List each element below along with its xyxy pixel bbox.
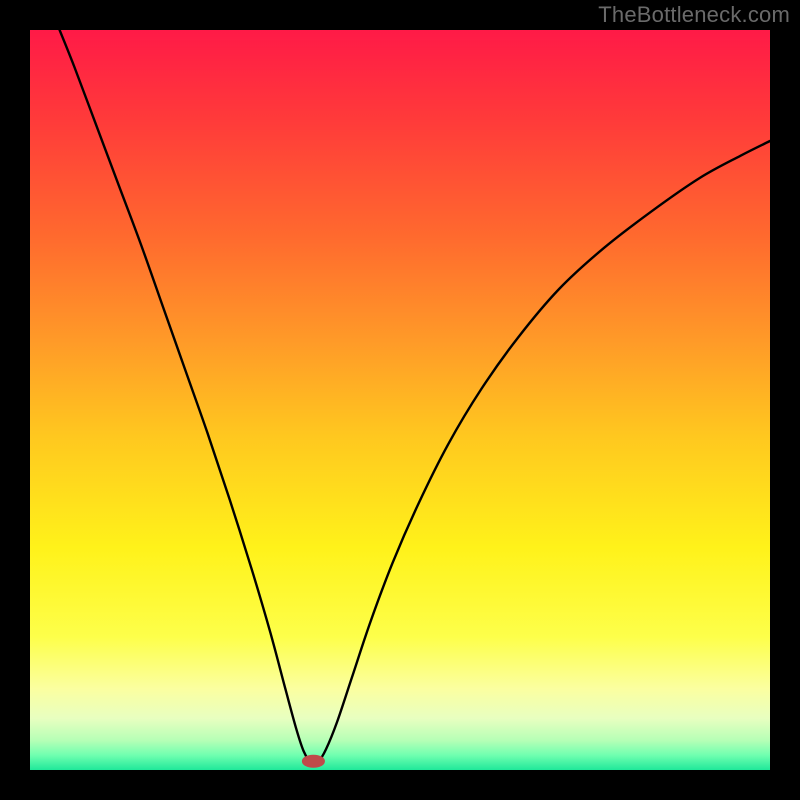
watermark-text: TheBottleneck.com: [598, 2, 790, 28]
bottleneck-curve: [30, 30, 770, 770]
chart-frame: [0, 0, 800, 800]
plot-area: [30, 30, 770, 770]
optimum-marker: [302, 755, 324, 768]
curve-path: [60, 30, 770, 763]
